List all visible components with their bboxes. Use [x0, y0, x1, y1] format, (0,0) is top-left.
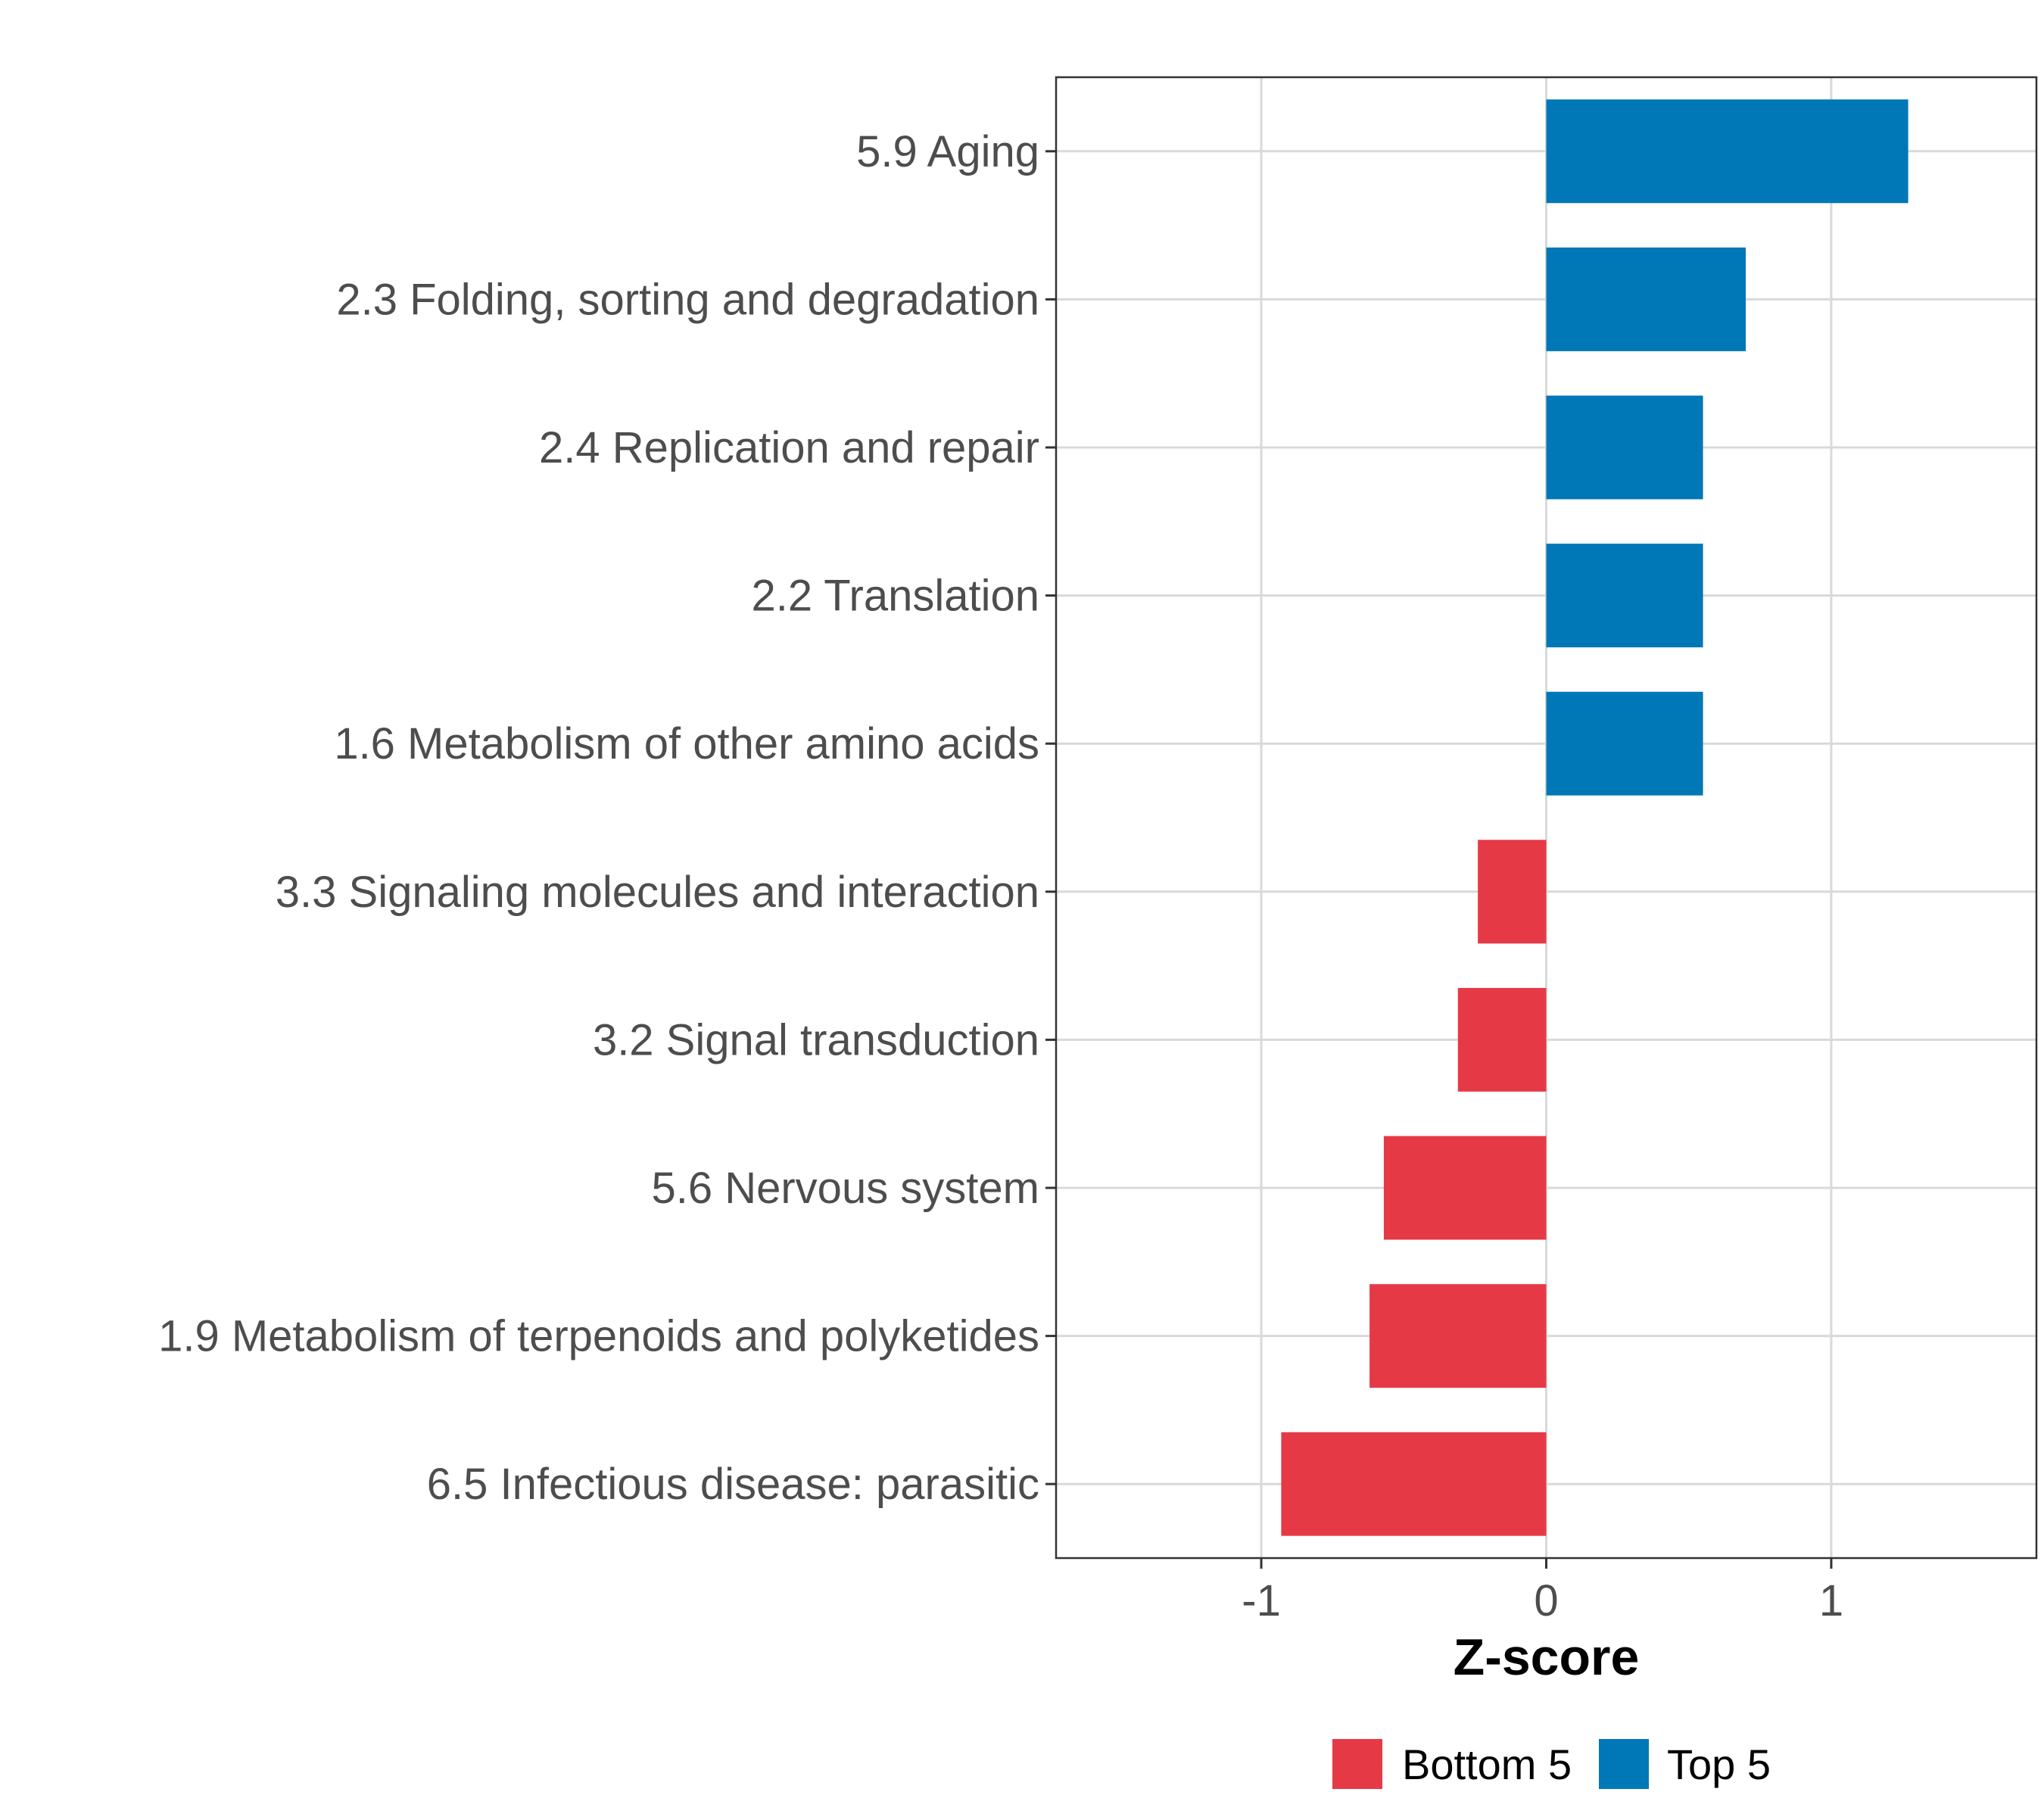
- x-tick-labels: -1 0 1: [1242, 1576, 1843, 1625]
- axis-ticks: [1045, 150, 1833, 1569]
- category-label: 3.3 Signaling molecules and interaction: [276, 868, 1039, 917]
- x-tick-label: 0: [1534, 1576, 1558, 1625]
- legend-key: [1332, 1739, 1382, 1789]
- category-label: 1.6 Metabolism of other amino acids: [334, 719, 1039, 768]
- bar: [1546, 691, 1703, 796]
- category-label: 3.2 Signal transduction: [593, 1015, 1039, 1064]
- legend-label: Bottom 5: [1402, 1741, 1572, 1788]
- x-tick-label: 1: [1819, 1576, 1843, 1625]
- x-axis-title: Z-score: [1454, 1628, 1640, 1686]
- category-label: 2.4 Replication and repair: [539, 423, 1039, 472]
- legend-key: [1599, 1739, 1649, 1789]
- bar: [1478, 840, 1547, 944]
- bar: [1546, 99, 1908, 204]
- bars: [1281, 99, 1908, 1536]
- legend: Bottom 5 Top 5: [1332, 1739, 1771, 1789]
- bar: [1546, 544, 1703, 648]
- category-label: 1.9 Metabolism of terpenoids and polyket…: [158, 1312, 1039, 1361]
- category-labels: 5.9 Aging 2.3 Folding, sorting and degrad…: [158, 127, 1039, 1509]
- category-label: 2.2 Translation: [752, 572, 1039, 621]
- bar: [1546, 395, 1703, 500]
- bar: [1369, 1284, 1547, 1388]
- bar: [1546, 247, 1746, 351]
- bar: [1281, 1432, 1547, 1536]
- bar: [1457, 987, 1547, 1092]
- legend-label: Top 5: [1667, 1741, 1771, 1788]
- bar: [1383, 1136, 1547, 1240]
- category-label: 6.5 Infectious disease: parasitic: [427, 1460, 1039, 1509]
- category-label: 5.6 Nervous system: [651, 1164, 1039, 1213]
- category-label: 5.9 Aging: [856, 127, 1039, 176]
- category-label: 2.3 Folding, sorting and degradation: [336, 275, 1039, 324]
- x-tick-label: -1: [1242, 1576, 1281, 1625]
